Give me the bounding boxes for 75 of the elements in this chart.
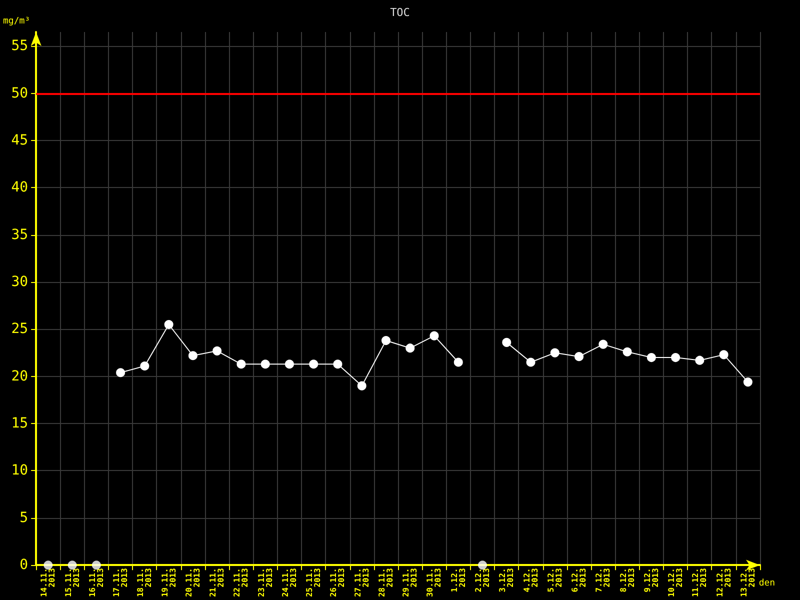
x-tick-label: 17.11. 2013 <box>112 568 130 598</box>
point <box>719 350 728 360</box>
point <box>92 560 101 570</box>
x-tick-label: 27.11. 2013 <box>353 568 370 598</box>
y-tick-label: 25 <box>11 321 28 338</box>
x-tick-label: 15.11. 2013 <box>64 568 81 598</box>
point <box>212 346 222 356</box>
x-tick-label: 28.11. 2013 <box>377 568 394 598</box>
point <box>671 353 680 362</box>
point <box>598 340 608 349</box>
y-tick-label: 20 <box>11 368 28 384</box>
x-axis-title: den <box>758 578 776 589</box>
x-tick-label: 23.11. 2013 <box>256 568 274 598</box>
point <box>188 351 198 360</box>
point <box>140 362 150 371</box>
x-tick-label: 7.12. 2013 <box>594 568 612 592</box>
point <box>44 560 53 570</box>
x-tick-label: 24.11. 2013 <box>280 568 298 598</box>
y-axis-title: mg/m³ <box>3 16 30 26</box>
point <box>526 358 536 367</box>
point <box>574 352 584 362</box>
x-tick-label: 3.12. 2013 <box>498 568 516 592</box>
x-tick-label: 26.11. 2013 <box>329 568 346 598</box>
x-tick-label: 10.12. 2013 <box>667 568 684 598</box>
x-tick-label: 5.12. 2013 <box>546 568 564 592</box>
x-tick-label: 2.12. 2013 <box>474 568 491 592</box>
point <box>502 338 512 347</box>
point <box>236 360 246 369</box>
point <box>550 348 560 358</box>
x-tick-label: 8.12. 2013 <box>618 568 636 592</box>
x-tick-label: 9.12. 2013 <box>642 568 660 592</box>
y-tick-label: 30 <box>11 274 28 290</box>
point <box>646 353 656 362</box>
point <box>406 344 415 353</box>
y-tick-label: 45 <box>11 132 28 149</box>
y-tick-label: 50 <box>11 85 28 102</box>
x-tick-label: 1.12. 2013 <box>450 568 467 592</box>
point <box>478 560 487 570</box>
y-tick-label: 10 <box>11 462 28 479</box>
y-tick-label: 55 <box>11 38 28 54</box>
point <box>622 347 632 356</box>
x-tick-label: 19.11. 2013 <box>160 568 178 598</box>
point <box>260 360 270 369</box>
x-tick-label: 4.12. 2013 <box>522 568 540 592</box>
point <box>454 358 463 367</box>
x-tick-label: 12.12. 2013 <box>715 568 732 598</box>
x-tick-label: 30.11. 2013 <box>426 568 443 598</box>
y-tick-label: 35 <box>11 226 28 243</box>
x-tick-label: 20.11. 2013 <box>184 568 202 598</box>
x-tick-label: 6.12. 2013 <box>570 568 588 592</box>
x-tick-label: 18.11. 2013 <box>136 568 154 598</box>
x-tick-label: 29.11. 2013 <box>402 568 419 598</box>
point <box>68 560 77 570</box>
x-tick-label: 11.12. 2013 <box>691 568 708 598</box>
x-tick-label: 14.11. 2013 <box>40 568 57 598</box>
x-tick-label: 16.11. 2013 <box>88 568 105 598</box>
x-tick-label: 22.11. 2013 <box>232 568 250 598</box>
y-tick-label: 40 <box>11 180 28 196</box>
x-tick-label: 13.12. 2013 <box>739 568 756 598</box>
point <box>333 360 342 369</box>
point <box>357 381 366 390</box>
y-tick-label: 15 <box>11 416 28 432</box>
point <box>116 368 126 378</box>
point <box>743 378 752 387</box>
y-tick-label: 5 <box>20 510 28 526</box>
chart-title: TOC <box>390 6 410 19</box>
point <box>695 356 704 365</box>
point <box>284 360 294 369</box>
point <box>309 360 318 369</box>
point <box>381 336 390 346</box>
x-tick-label: 21.11. 2013 <box>208 568 226 598</box>
point <box>430 331 439 340</box>
point <box>164 320 174 329</box>
y-tick-label: 0 <box>20 557 28 574</box>
x-tick-label: 25.11. 2013 <box>305 568 322 598</box>
